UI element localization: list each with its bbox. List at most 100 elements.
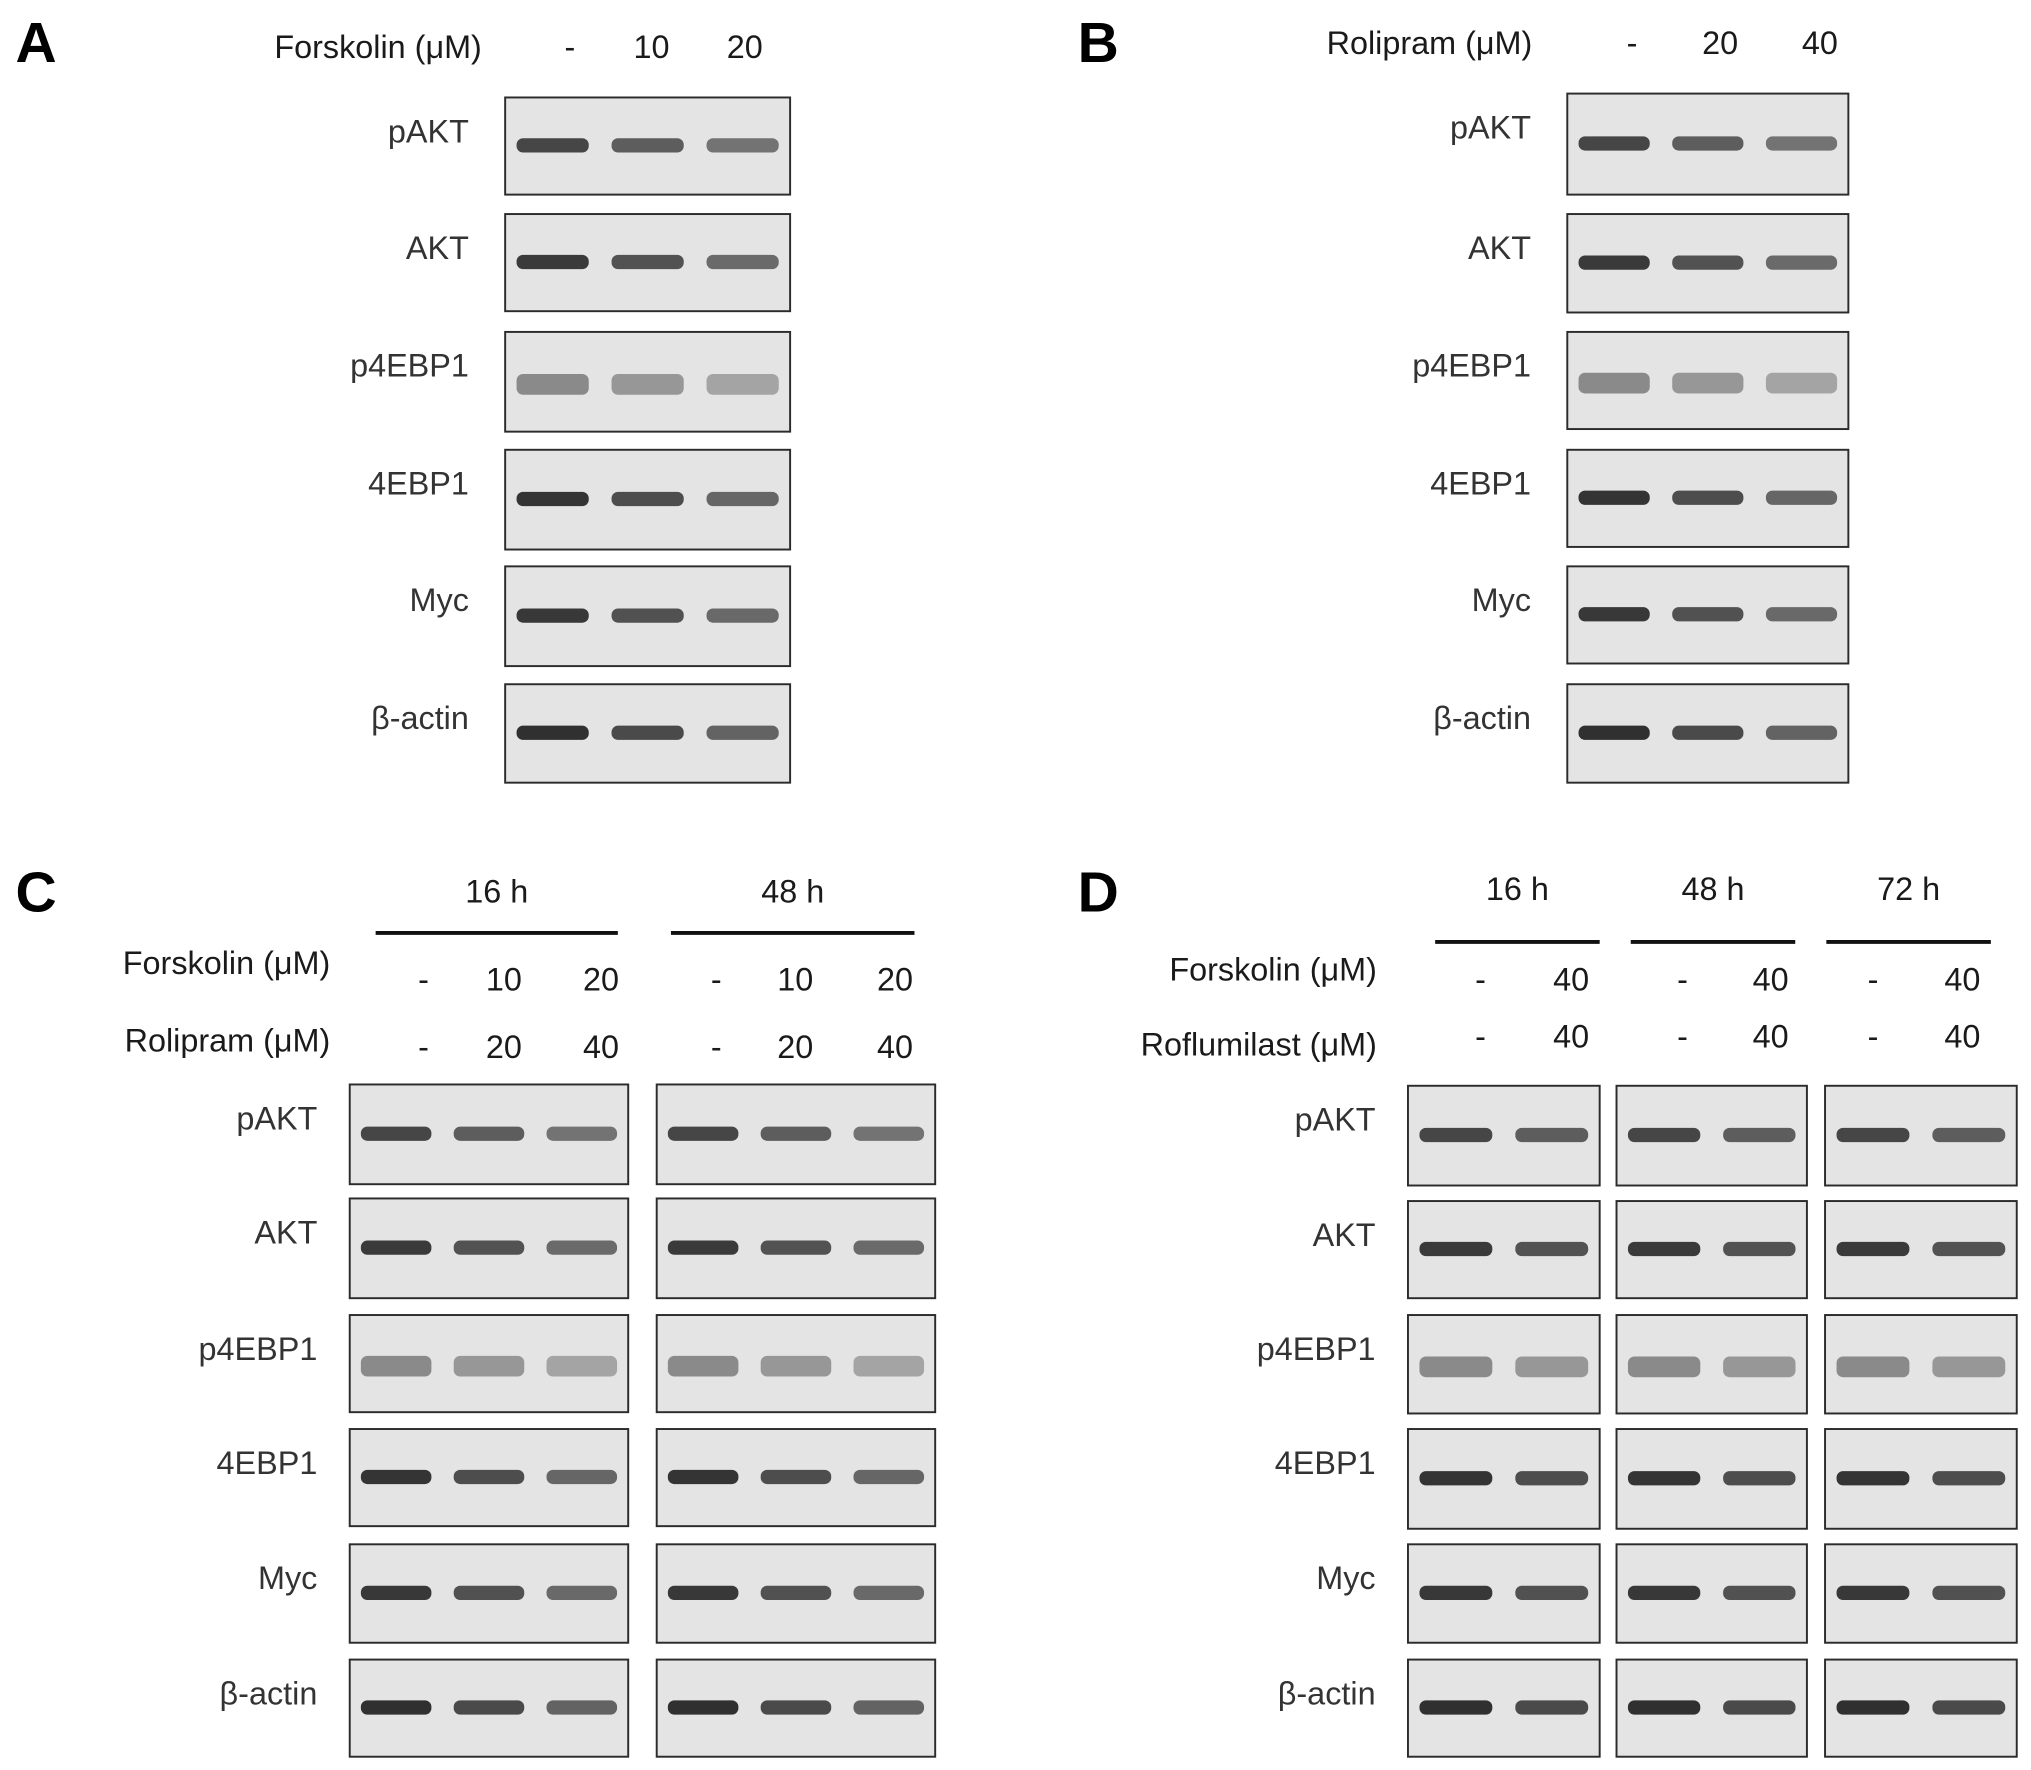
band [706, 374, 779, 395]
band [360, 1469, 432, 1485]
blot-label: p4EBP1 [1257, 1331, 1376, 1367]
dose-label: 20 [1702, 25, 1738, 61]
blot-label: p4EBP1 [199, 1331, 318, 1367]
band [760, 1585, 832, 1600]
band [1578, 136, 1650, 151]
dose-label: 40 [1553, 962, 1589, 998]
dose-label: 20 [877, 962, 913, 998]
band [453, 1126, 525, 1141]
band [1723, 1356, 1796, 1378]
band [1627, 1241, 1701, 1257]
blot-label: pAKT [1295, 1102, 1376, 1138]
dose-label: 40 [1753, 1019, 1789, 1055]
blot-label: AKT [1313, 1217, 1376, 1253]
band [853, 1469, 925, 1485]
panel-letter: C [16, 861, 57, 925]
band [1672, 136, 1744, 151]
dose-label: - [1677, 1019, 1688, 1055]
band [360, 1355, 432, 1377]
blot-label: 4EBP1 [368, 466, 469, 502]
band [853, 1355, 925, 1377]
band [1515, 1471, 1589, 1486]
treatment-label: Forskolin (μM) [123, 945, 331, 981]
band [706, 254, 779, 270]
band [667, 1585, 739, 1600]
band [1932, 1241, 2006, 1257]
band [546, 1126, 618, 1141]
band [1672, 725, 1744, 740]
blot-label: AKT [254, 1214, 317, 1250]
dose-label: - [1475, 1019, 1486, 1055]
band [516, 608, 589, 623]
band [453, 1700, 525, 1715]
band [611, 491, 684, 507]
band [453, 1240, 525, 1255]
band [853, 1240, 925, 1255]
blot-label: β-actin [1278, 1675, 1376, 1711]
band [667, 1240, 739, 1255]
band [516, 491, 589, 507]
band [1765, 725, 1838, 740]
band [1515, 1241, 1589, 1257]
band [760, 1469, 832, 1485]
band [611, 374, 684, 395]
band [1723, 1700, 1796, 1715]
blot-label: p4EBP1 [350, 348, 469, 384]
dose-label: - [711, 962, 722, 998]
group-label: 48 h [1682, 871, 1745, 907]
band [1578, 725, 1650, 740]
group-label: 16 h [1486, 871, 1549, 907]
band [667, 1126, 739, 1141]
band [546, 1355, 618, 1377]
dose-label: 20 [727, 29, 763, 65]
blot-label: 4EBP1 [217, 1445, 318, 1481]
band [1578, 255, 1650, 270]
band [546, 1700, 618, 1715]
band [1836, 1241, 1910, 1257]
group-label: 72 h [1877, 871, 1940, 907]
band [516, 254, 589, 270]
band [1765, 372, 1838, 394]
dose-label: 40 [1753, 962, 1789, 998]
band [1672, 607, 1744, 622]
band [760, 1126, 832, 1141]
blot-label: AKT [406, 230, 469, 266]
band [1515, 1356, 1589, 1378]
band [1932, 1700, 2006, 1715]
band [1627, 1356, 1701, 1378]
band [360, 1240, 432, 1255]
band [1836, 1356, 1910, 1378]
dose-label: 10 [634, 29, 670, 65]
band [760, 1240, 832, 1255]
band [1515, 1585, 1589, 1600]
treatment-label: Forskolin (μM) [1169, 951, 1377, 987]
group-label: 16 h [465, 874, 528, 910]
dose-label: - [1677, 962, 1688, 998]
band [1836, 1127, 1910, 1143]
blot-label: β-actin [220, 1675, 318, 1711]
dose-label: 40 [1944, 962, 1980, 998]
dose-label: - [1475, 962, 1486, 998]
dose-label: 10 [486, 962, 522, 998]
band [611, 254, 684, 270]
band [1627, 1127, 1701, 1143]
treatment-label: Rolipram (μM) [125, 1023, 331, 1059]
treatment-label: Roflumilast (μM) [1141, 1026, 1377, 1062]
band [1765, 255, 1838, 270]
blot-label: β-actin [371, 700, 469, 736]
dose-label: - [1868, 962, 1879, 998]
band [360, 1700, 432, 1715]
band [1419, 1700, 1493, 1715]
band [546, 1585, 618, 1600]
band [1578, 490, 1650, 505]
band [706, 138, 779, 153]
band [706, 491, 779, 507]
band [516, 374, 589, 395]
band [453, 1355, 525, 1377]
blot-label: p4EBP1 [1412, 348, 1531, 384]
band [1578, 372, 1650, 394]
band [1765, 136, 1838, 151]
band [1627, 1585, 1701, 1600]
band [760, 1355, 832, 1377]
